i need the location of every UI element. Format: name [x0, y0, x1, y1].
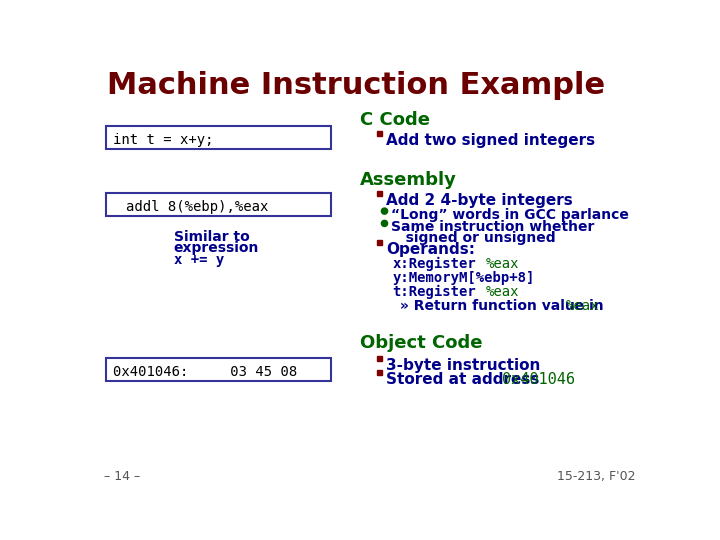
FancyBboxPatch shape — [107, 126, 331, 148]
Text: “Long” words in GCC parlance: “Long” words in GCC parlance — [391, 208, 629, 222]
Text: Machine Instruction Example: Machine Instruction Example — [107, 71, 606, 100]
Text: » Return function value in: » Return function value in — [400, 299, 608, 313]
Text: 3-byte instruction: 3-byte instruction — [386, 358, 541, 373]
Text: Assembly: Assembly — [360, 171, 456, 189]
Text: 0x401046: 0x401046 — [503, 372, 575, 387]
Text: 0x401046:     03 45 08: 0x401046: 03 45 08 — [113, 365, 297, 379]
Bar — [377, 191, 382, 197]
Text: signed or unsigned: signed or unsigned — [391, 231, 555, 245]
Text: y:MemoryM[%ebp+8]: y:MemoryM[%ebp+8] — [392, 271, 535, 285]
FancyBboxPatch shape — [107, 193, 331, 217]
Bar — [377, 370, 382, 375]
Text: x:Register: x:Register — [392, 257, 476, 272]
Text: 15-213, F'02: 15-213, F'02 — [557, 470, 636, 483]
Text: – 14 –: – 14 – — [104, 470, 140, 483]
Circle shape — [382, 220, 387, 226]
Text: %eax: %eax — [485, 285, 518, 299]
Text: Add 2 4-byte integers: Add 2 4-byte integers — [386, 193, 573, 208]
Text: %eax: %eax — [566, 299, 599, 313]
Text: int t = x+y;: int t = x+y; — [113, 132, 214, 146]
Text: Stored at address: Stored at address — [386, 372, 544, 387]
Text: Object Code: Object Code — [360, 334, 482, 352]
Text: Add two signed integers: Add two signed integers — [386, 133, 595, 148]
Text: Operands:: Operands: — [386, 242, 475, 257]
Text: %eax: %eax — [485, 257, 518, 271]
Text: C Code: C Code — [360, 111, 430, 129]
FancyBboxPatch shape — [107, 358, 331, 381]
Text: expression: expression — [174, 241, 259, 255]
Text: addl 8(%ebp),%eax: addl 8(%ebp),%eax — [126, 200, 268, 214]
Bar — [377, 131, 382, 137]
Bar — [377, 356, 382, 361]
Text: Same instruction whether: Same instruction whether — [391, 220, 594, 234]
Text: Similar to: Similar to — [174, 230, 249, 244]
Circle shape — [382, 208, 387, 214]
Bar — [377, 240, 382, 245]
Text: x += y: x += y — [174, 253, 224, 267]
Text: t:Register: t:Register — [392, 285, 476, 299]
